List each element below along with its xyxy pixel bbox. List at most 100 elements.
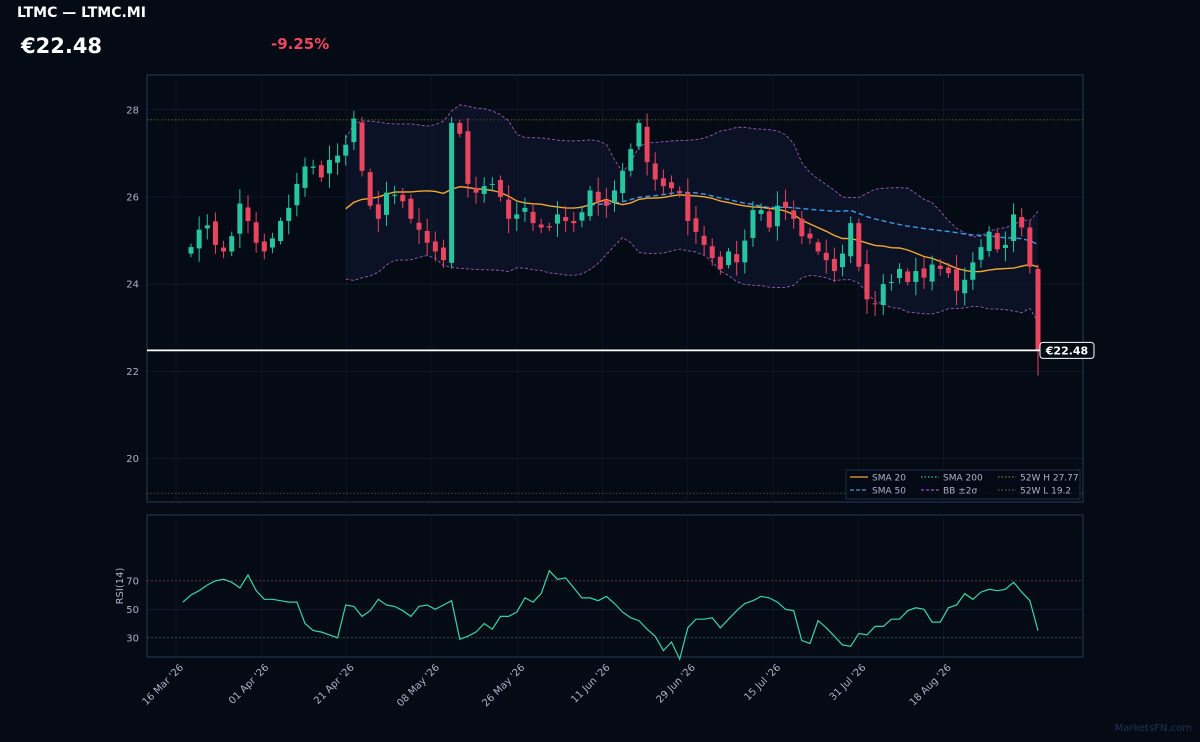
- candle-body: [204, 225, 210, 229]
- candle-body: [367, 172, 373, 206]
- x-tick-label: 16 Mar '26: [141, 662, 187, 708]
- candle-body: [880, 284, 886, 306]
- candle-body: [644, 126, 650, 163]
- candle-body: [937, 265, 943, 269]
- candle-body: [351, 118, 357, 143]
- candle-body: [612, 190, 617, 202]
- candle-body: [807, 233, 813, 239]
- candle-body: [587, 190, 593, 217]
- candle-body: [538, 224, 544, 228]
- candle-body: [905, 271, 911, 282]
- candle-body: [848, 223, 854, 257]
- y-tick-label: 22: [126, 367, 139, 378]
- candle-body: [514, 214, 520, 219]
- candle-body: [408, 198, 414, 219]
- candle-body: [709, 246, 715, 258]
- candle-body: [497, 180, 503, 197]
- candle-body: [978, 247, 984, 260]
- candle-body: [221, 247, 227, 252]
- candle-body: [489, 183, 495, 185]
- candle-body: [791, 210, 797, 219]
- y-tick-label: 24: [126, 280, 139, 291]
- candle-body: [563, 217, 569, 221]
- sma-50-line: [590, 191, 1039, 246]
- candle-body: [546, 226, 552, 228]
- candle-body: [188, 247, 194, 254]
- chart-title: LTMC — LTMC.MI: [17, 5, 146, 21]
- candle-body: [457, 122, 463, 134]
- candle-body: [595, 191, 601, 202]
- legend-box: [845, 469, 1081, 500]
- candle-body: [1027, 227, 1033, 267]
- legend-label: SMA 50: [872, 487, 906, 497]
- watermark: MarketsFN.com: [1114, 723, 1192, 734]
- legend-label: SMA 200: [943, 474, 983, 484]
- candle-body: [758, 210, 764, 214]
- rsi-line: [182, 569, 1039, 661]
- candle-body: [913, 271, 919, 282]
- candle-body: [766, 211, 772, 228]
- candle-body: [677, 190, 683, 193]
- x-tick-label: 26 May '26: [480, 662, 527, 709]
- current-price: €22.48: [21, 34, 103, 58]
- candle-body: [343, 144, 349, 156]
- candle-body: [359, 122, 365, 171]
- x-tick-label: 08 May '26: [395, 662, 442, 709]
- candle-body: [701, 235, 707, 245]
- candle-body: [652, 163, 658, 180]
- candle-body: [815, 242, 821, 252]
- candle-body: [799, 218, 805, 237]
- candle-body: [929, 264, 935, 282]
- candle-body: [286, 207, 292, 221]
- price-panel: [146, 74, 1084, 503]
- x-tick-label: 18 Aug '26: [908, 662, 954, 708]
- candle-body: [554, 214, 560, 224]
- candle-body: [253, 222, 259, 243]
- legend-label: 52W L 19.2: [1020, 487, 1071, 497]
- candle-body: [1019, 217, 1025, 228]
- y-tick-label: 26: [126, 193, 139, 204]
- candle-body: [726, 251, 732, 265]
- candle-body: [864, 264, 870, 300]
- candle-body: [375, 204, 381, 219]
- candle-body: [579, 212, 585, 221]
- candle-body: [872, 303, 878, 305]
- candle-body: [261, 241, 267, 252]
- rsi-tick-label: 50: [126, 605, 139, 616]
- x-tick-label: 31 Jul '26: [828, 662, 869, 703]
- candle-body: [945, 267, 951, 274]
- candle-body: [440, 247, 446, 261]
- y-tick-label: 20: [126, 454, 139, 465]
- rsi-tick-label: 70: [126, 576, 139, 587]
- candle-body: [416, 222, 422, 230]
- candle-body: [424, 230, 430, 243]
- candle-body: [823, 252, 829, 261]
- candle-body: [506, 199, 512, 219]
- candle-body: [335, 155, 341, 163]
- candle-body: [294, 183, 300, 206]
- y-tick-label: 28: [126, 105, 139, 116]
- candle-body: [310, 166, 316, 168]
- candle-body: [1035, 268, 1041, 351]
- candle-body: [750, 210, 756, 238]
- sma-20-line: [345, 185, 1039, 273]
- candle-body: [326, 159, 332, 174]
- candle-body: [954, 269, 960, 291]
- candle-body: [831, 258, 837, 272]
- bollinger-lower-line: [345, 236, 1039, 323]
- last-price-badge: [1039, 341, 1095, 359]
- candle-body: [783, 201, 789, 208]
- candle-body: [1002, 244, 1008, 248]
- candle-body: [693, 218, 699, 232]
- candle-body: [603, 200, 609, 206]
- x-tick-label: 01 Apr '26: [227, 662, 271, 706]
- candle-body: [897, 268, 903, 279]
- x-tick-label: 11 Jun '26: [569, 662, 612, 705]
- x-tick-label: 29 Jun '26: [655, 662, 698, 705]
- candle-body: [473, 187, 479, 193]
- candle-body: [856, 223, 862, 267]
- rsi-tick-label: 30: [126, 633, 139, 644]
- candle-body: [840, 253, 846, 268]
- candle-body: [400, 194, 406, 202]
